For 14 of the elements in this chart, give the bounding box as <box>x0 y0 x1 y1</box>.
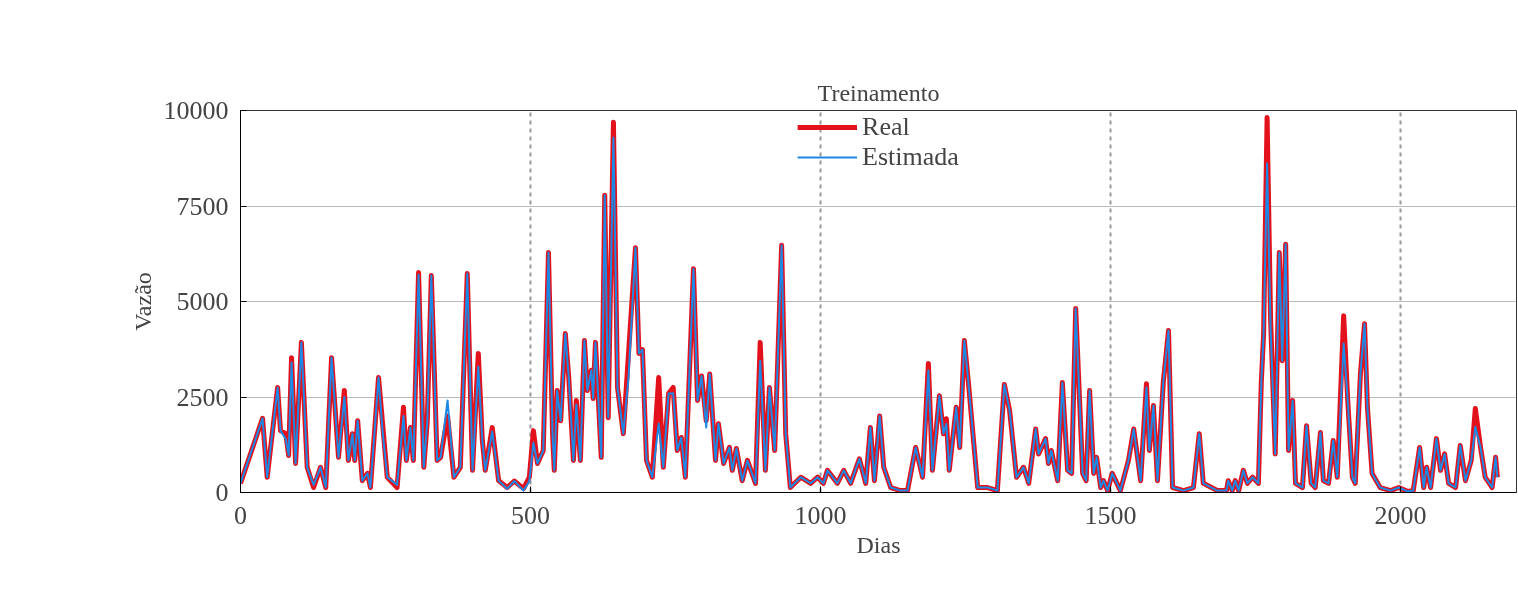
y-tick-label: 5000 <box>176 287 229 316</box>
x-tick-label: 500 <box>511 500 550 530</box>
y-axis-title: Vazão <box>129 272 156 331</box>
legend-label: Real <box>862 112 910 142</box>
y-tick-label: 10000 <box>163 96 229 125</box>
x-tick-label: 1500 <box>1084 500 1137 530</box>
x-axis-title: Dias <box>856 531 901 558</box>
x-tick-label: 2000 <box>1374 500 1427 530</box>
x-tick-label: 1000 <box>794 500 847 530</box>
y-tick-label: 2500 <box>176 382 229 412</box>
chart-title: Treinamento <box>817 79 940 106</box>
y-tick-label: 7500 <box>176 191 229 221</box>
legend-label: Estimada <box>862 142 959 172</box>
y-tick-label: 0 <box>215 478 229 507</box>
